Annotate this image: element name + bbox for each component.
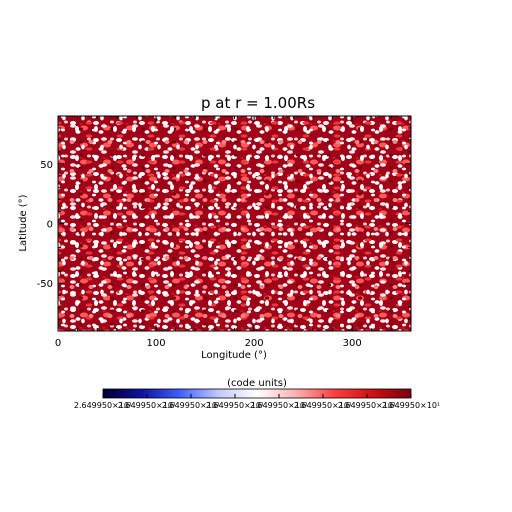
colorbar-tick-label: 2.649950×10¹ [294,401,352,410]
colorbar-label: (code units) [227,378,287,389]
y-tick-label: 0 [47,220,53,231]
x-tick-label: 200 [245,338,264,349]
plot-area [57,115,412,332]
y-tick-label: -50 [37,279,53,290]
x-tick-label: 300 [343,338,362,349]
colorbar-gradient [102,388,412,399]
x-tick-label: 0 [55,338,61,349]
y-axis: -50 0 50 [37,127,411,320]
colorbar: (code units) 2.649950×10¹2.649950×10¹2.6… [74,378,440,410]
x-axis-label: Longitude (°) [201,350,267,361]
colorbar-tick-label: 2.649950×10¹ [338,401,396,410]
y-axis-label: Latitude (°) [18,194,29,251]
x-tick-label: 100 [147,338,166,349]
y-tick-label: 50 [40,160,53,171]
heatmap-field-overlay-2 [58,116,411,331]
chart-title: p at r = 1.00Rs [201,94,315,112]
colorbar-tick-label: 2.649950×10¹ [74,401,132,410]
colorbar-tick-label: 2.649950×10¹ [162,401,220,410]
colorbar-ticks: 2.649950×10¹2.649950×10¹2.649950×10¹2.64… [74,394,440,410]
colorbar-tick-label: 2.649950×10¹ [118,401,176,410]
colorbar-tick-label: 2.649950×10¹ [206,401,264,410]
colorbar-tick-label: 2.649950×10¹ [382,401,440,410]
colorbar-tick-label: 2.649950×10¹ [250,401,308,410]
x-axis: 0 100 200 300 [55,116,392,349]
